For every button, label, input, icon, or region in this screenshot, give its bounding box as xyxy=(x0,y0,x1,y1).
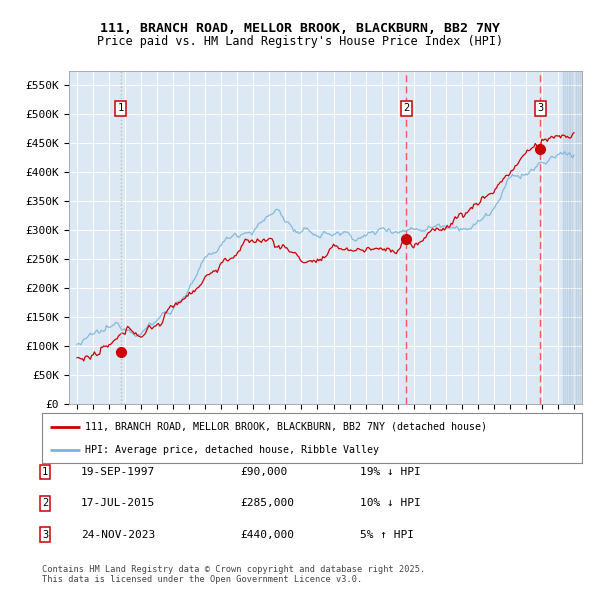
Text: 111, BRANCH ROAD, MELLOR BROOK, BLACKBURN, BB2 7NY: 111, BRANCH ROAD, MELLOR BROOK, BLACKBUR… xyxy=(100,22,500,35)
Text: 3: 3 xyxy=(537,103,544,113)
Text: Contains HM Land Registry data © Crown copyright and database right 2025.
This d: Contains HM Land Registry data © Crown c… xyxy=(42,565,425,584)
Text: 19-SEP-1997: 19-SEP-1997 xyxy=(81,467,155,477)
Text: £90,000: £90,000 xyxy=(240,467,287,477)
Text: £440,000: £440,000 xyxy=(240,530,294,539)
Text: 2: 2 xyxy=(42,499,48,508)
Text: 1: 1 xyxy=(118,103,124,113)
Text: £285,000: £285,000 xyxy=(240,499,294,508)
Text: 5% ↑ HPI: 5% ↑ HPI xyxy=(360,530,414,539)
Text: HPI: Average price, detached house, Ribble Valley: HPI: Average price, detached house, Ribb… xyxy=(85,445,379,455)
Text: 19% ↓ HPI: 19% ↓ HPI xyxy=(360,467,421,477)
Text: 111, BRANCH ROAD, MELLOR BROOK, BLACKBURN, BB2 7NY (detached house): 111, BRANCH ROAD, MELLOR BROOK, BLACKBUR… xyxy=(85,421,487,431)
Text: 24-NOV-2023: 24-NOV-2023 xyxy=(81,530,155,539)
Text: 17-JUL-2015: 17-JUL-2015 xyxy=(81,499,155,508)
Bar xyxy=(563,71,582,404)
Text: 2: 2 xyxy=(403,103,409,113)
Text: 1: 1 xyxy=(42,467,48,477)
Text: 10% ↓ HPI: 10% ↓ HPI xyxy=(360,499,421,508)
Text: 3: 3 xyxy=(42,530,48,539)
Text: Price paid vs. HM Land Registry's House Price Index (HPI): Price paid vs. HM Land Registry's House … xyxy=(97,35,503,48)
